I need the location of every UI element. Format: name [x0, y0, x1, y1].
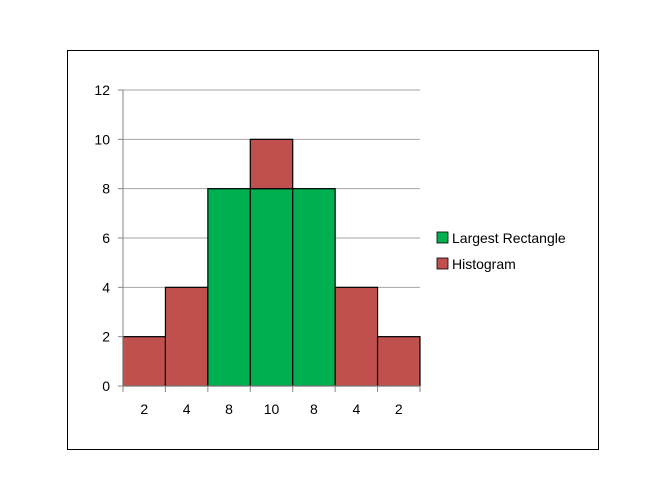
x-tick-label: 2	[140, 401, 148, 417]
legend-swatch	[436, 257, 449, 270]
x-tick-label: 2	[395, 401, 403, 417]
legend: Largest Rectangle Histogram	[436, 230, 566, 272]
x-tick-label: 8	[310, 401, 318, 417]
y-tick-label: 2	[102, 329, 110, 345]
legend-label: Histogram	[452, 256, 516, 272]
y-tick-label: 6	[102, 230, 110, 246]
legend-label: Largest Rectangle	[452, 230, 566, 246]
axes: 0 2 4 6 8 10 12 2 4 8 10 8 4 2	[94, 82, 421, 417]
legend-swatch	[436, 231, 449, 244]
bar-segment	[334, 286, 379, 387]
bar-segment	[376, 336, 421, 387]
bars	[122, 138, 421, 387]
bar-segment	[122, 336, 167, 387]
y-tick-label: 12	[94, 82, 110, 98]
y-tick-label: 10	[94, 131, 110, 147]
x-tick-label: 10	[264, 401, 280, 417]
x-tick-label: 4	[352, 401, 360, 417]
bar-segment	[207, 188, 251, 387]
bar-segment	[249, 188, 294, 387]
y-tick-label: 8	[102, 181, 110, 197]
bar-segment	[249, 138, 294, 190]
y-tick-label: 4	[102, 279, 110, 295]
bar-segment	[292, 188, 336, 387]
x-tick-label: 8	[225, 401, 233, 417]
bar-segment	[164, 286, 209, 387]
y-tick-label: 0	[102, 378, 110, 394]
x-tick-label: 4	[183, 401, 191, 417]
